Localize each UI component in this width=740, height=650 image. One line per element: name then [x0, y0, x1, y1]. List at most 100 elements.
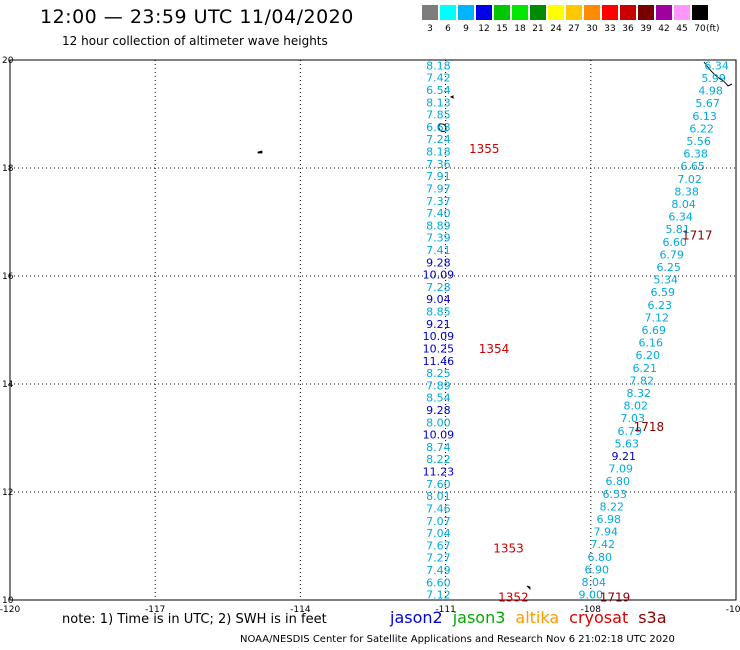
legend-swatch	[494, 5, 510, 20]
swh-value: 8.22	[600, 500, 625, 513]
swh-value: 6.80	[588, 551, 613, 564]
satellite-name: jason3	[452, 608, 506, 627]
swh-value: 6.65	[680, 160, 705, 173]
swh-value: 10.09	[423, 429, 455, 442]
swh-value: 7.82	[629, 374, 654, 387]
swh-value: 7.27	[426, 552, 451, 565]
swh-value: 6.63	[426, 121, 451, 134]
swh-value: 9.28	[426, 404, 451, 417]
swh-value: 5.34	[653, 274, 678, 287]
swh-value: 5.81	[665, 223, 690, 236]
swh-value: 6.79	[659, 248, 684, 261]
legend-swatch	[458, 5, 474, 20]
swh-value: 7.37	[426, 195, 451, 208]
pass-time-label: 1352	[498, 590, 529, 604]
swh-value: 7.04	[426, 527, 451, 540]
legend-swatch	[656, 5, 672, 20]
credit-line: NOAA/NESDIS Center for Satellite Applica…	[240, 634, 675, 645]
swh-value: 10.09	[423, 269, 455, 282]
swh-value: 6.59	[650, 286, 675, 299]
swh-value: 6.60	[426, 576, 451, 589]
pass-time-label: 1717	[682, 229, 713, 243]
altimeter-tracks: 8.187.426.548.137.856.637.248.187.367.91…	[423, 59, 729, 604]
swh-value: 8.04	[671, 198, 696, 211]
chart-title: 12:00 — 23:59 UTC 11/04/2020	[40, 6, 354, 28]
swh-value: 7.07	[426, 515, 451, 528]
swh-value: 8.54	[426, 392, 451, 405]
pass-time-label: 1355	[469, 142, 500, 156]
satellite-name: altika	[515, 608, 560, 627]
swh-value: 8.32	[626, 387, 651, 400]
swh-value: 9.21	[612, 450, 637, 463]
swh-value: 6.13	[692, 110, 717, 123]
y-tick-label: 14	[2, 380, 14, 390]
satellite-name: jason2	[390, 608, 443, 627]
map-grid: -120 -117 -114 -111 -108 -105 20 18 16 14 12 10	[0, 56, 740, 615]
y-tick-label: 10	[2, 596, 14, 606]
swh-value: 5.56	[686, 135, 711, 148]
swh-value: 7.09	[609, 463, 634, 476]
legend-swatch	[620, 5, 636, 20]
island-clipperton	[526, 585, 531, 590]
legend-label: 42	[658, 24, 670, 34]
swh-value: 7.24	[426, 133, 451, 146]
swh-value: 6.34	[704, 59, 729, 72]
legend-label: 18	[514, 24, 526, 34]
legend-label: 6	[445, 24, 451, 34]
swh-value: 8.00	[426, 416, 451, 429]
legend-label: 70	[694, 24, 706, 34]
swh-value: 7.89	[426, 379, 451, 392]
x-tick-label: -120	[0, 605, 20, 615]
legend-label: 3	[427, 24, 433, 34]
swh-value: 7.46	[426, 502, 451, 515]
swh-value: 8.02	[623, 400, 648, 413]
pass-time-label: 1718	[634, 420, 665, 434]
swh-value: 6.54	[426, 84, 451, 97]
pass-time-label: 1353	[493, 542, 524, 556]
x-tick-label: -111	[435, 605, 455, 615]
legend-swatch	[512, 5, 528, 20]
swh-value: 9.04	[426, 293, 451, 306]
swh-value: 11.23	[423, 466, 455, 479]
swh-value: 8.89	[426, 219, 451, 232]
legend-label: 36	[622, 24, 634, 34]
legend-label: 27	[568, 24, 580, 34]
swh-value: 8.13	[426, 96, 451, 109]
y-tick-label: 20	[2, 56, 14, 66]
chart-subtitle: 12 hour collection of altimeter wave hei…	[62, 34, 328, 48]
legend-swatch	[638, 5, 654, 20]
swh-value: 6.60	[662, 236, 687, 249]
legend-swatch	[566, 5, 582, 20]
swh-value: 8.18	[426, 146, 451, 159]
swh-value: 6.21	[632, 362, 657, 375]
satellite-name: s3a	[638, 608, 667, 627]
swh-value: 6.79	[618, 425, 643, 438]
swh-value: 10.25	[423, 342, 455, 355]
legend-swatch	[548, 5, 564, 20]
x-tick-label: -108	[581, 605, 602, 615]
swh-value: 9.28	[426, 256, 451, 269]
swh-value: 6.22	[689, 122, 714, 135]
swh-value: 6.25	[656, 261, 681, 274]
y-tick-label: 18	[2, 164, 14, 174]
swh-value: 7.12	[426, 589, 451, 602]
swh-value: 7.67	[426, 539, 451, 552]
swh-value: 6.69	[641, 324, 666, 337]
swh-value: 7.91	[426, 170, 451, 183]
legend-unit: (ft)	[706, 24, 720, 34]
legend-swatch	[476, 5, 492, 20]
swh-value: 6.90	[585, 563, 610, 576]
satellite-name: cryosat	[569, 608, 629, 627]
swh-value: 7.39	[426, 232, 451, 245]
swh-value: 9.21	[426, 318, 451, 331]
x-tick-label: -105	[726, 605, 740, 615]
swh-value: 5.67	[695, 97, 720, 110]
island-socorro	[438, 123, 447, 133]
swh-value: 8.85	[426, 306, 451, 319]
swh-value: 8.18	[426, 59, 451, 72]
x-tick-label: -114	[290, 605, 311, 615]
swh-value: 8.38	[674, 185, 699, 198]
swh-value: 7.49	[426, 564, 451, 577]
swh-value: 5.99	[701, 72, 726, 85]
swh-value: 4.98	[698, 85, 723, 98]
